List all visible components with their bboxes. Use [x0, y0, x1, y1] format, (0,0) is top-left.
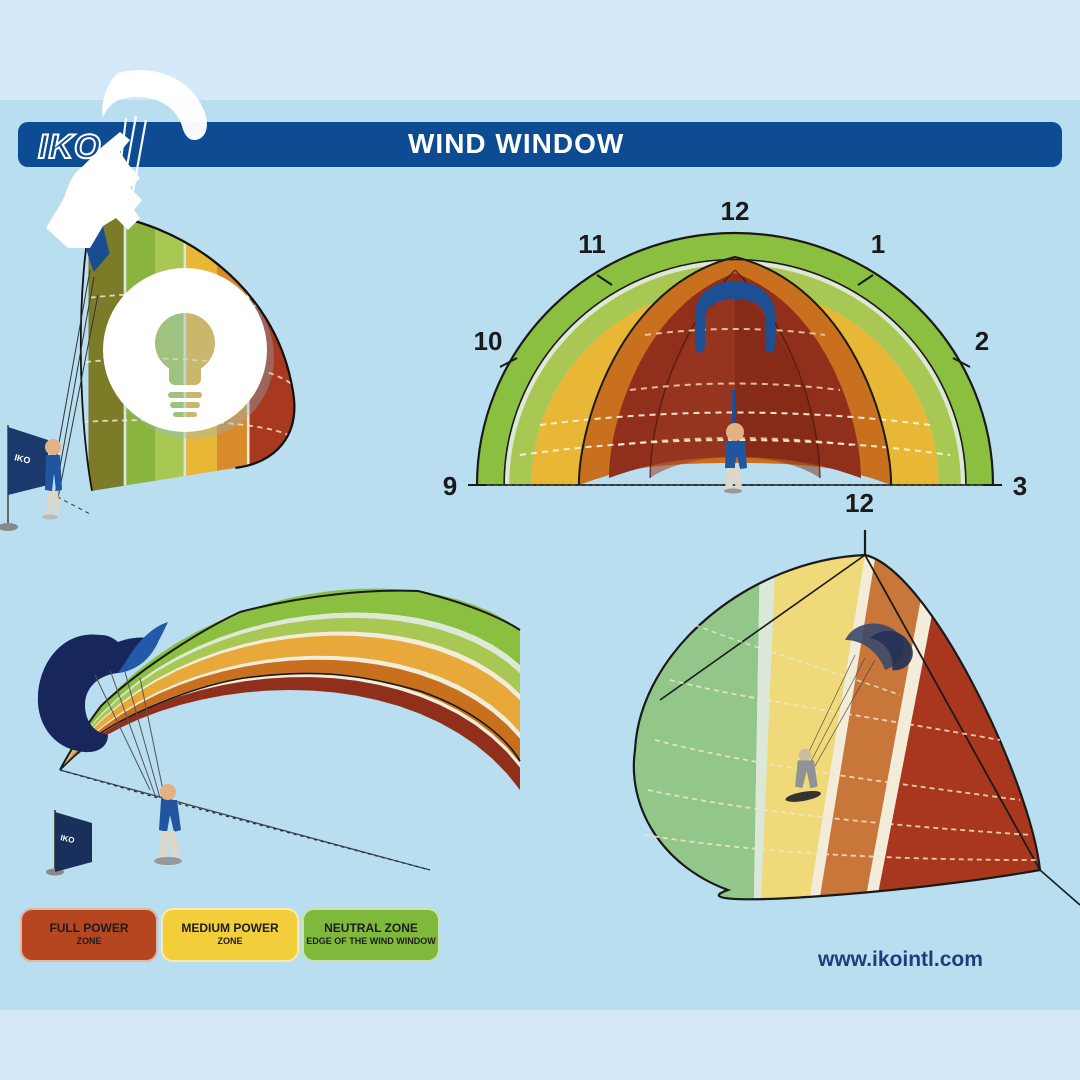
svg-text:9: 9 [443, 471, 457, 501]
svg-text:10: 10 [474, 326, 503, 356]
svg-text:2: 2 [975, 326, 989, 356]
svg-text:3: 3 [1013, 471, 1027, 501]
svg-text:12: 12 [721, 196, 750, 226]
svg-text:1: 1 [871, 229, 885, 259]
svg-text:11: 11 [578, 229, 606, 259]
